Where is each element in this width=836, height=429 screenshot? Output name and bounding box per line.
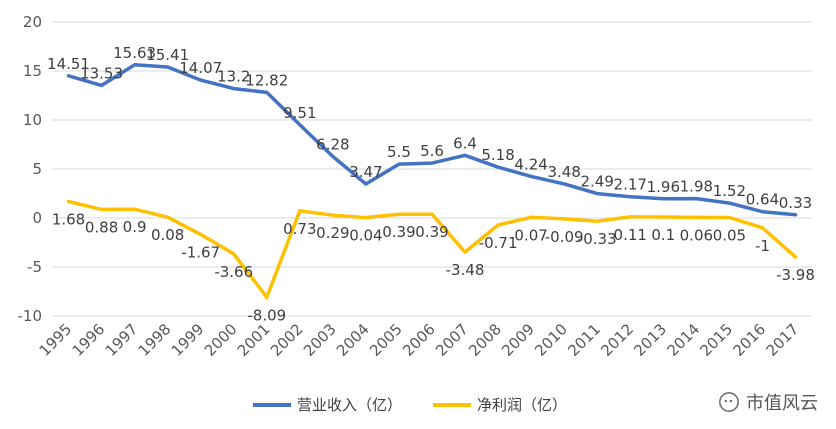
data-label: 4.24 bbox=[514, 155, 547, 173]
data-label: 3.47 bbox=[349, 163, 382, 181]
x-tick-label: 2012 bbox=[597, 320, 637, 360]
x-tick-label: 1999 bbox=[168, 320, 208, 360]
x-tick-label: 2017 bbox=[763, 320, 803, 360]
data-labels: 14.5113.5315.6315.4114.0713.212.829.516.… bbox=[47, 44, 815, 324]
data-label: -3.48 bbox=[446, 261, 485, 279]
x-tick-label: 2009 bbox=[498, 320, 538, 360]
data-label: 15.41 bbox=[146, 46, 189, 64]
x-tick-label: 2008 bbox=[465, 320, 505, 360]
x-tick-label: 2013 bbox=[630, 320, 670, 360]
data-label: 0.88 bbox=[85, 218, 118, 236]
x-tick-label: 2006 bbox=[399, 320, 439, 360]
data-label: 0.9 bbox=[123, 218, 147, 236]
data-label: 0.39 bbox=[382, 223, 415, 241]
watermark: 市值风云 bbox=[718, 389, 818, 415]
data-label: 0.33 bbox=[779, 194, 812, 212]
data-label: 1.52 bbox=[713, 182, 746, 200]
x-tick-label: 2003 bbox=[300, 320, 340, 360]
x-tick-label: 2011 bbox=[564, 320, 604, 360]
x-tick-label: 2001 bbox=[234, 320, 274, 360]
y-tick-label: 5 bbox=[32, 160, 42, 178]
data-label: -3.98 bbox=[776, 266, 815, 284]
data-label: 15.63 bbox=[113, 44, 156, 62]
data-label: -0.09 bbox=[545, 228, 584, 246]
data-label: 0.04 bbox=[349, 227, 382, 245]
data-label: 0.08 bbox=[151, 226, 184, 244]
x-axis-ticks: 1995199619971998199920002001200220032004… bbox=[36, 320, 803, 360]
data-label: 14.07 bbox=[179, 59, 222, 77]
x-tick-label: 2000 bbox=[201, 320, 241, 360]
series-lines bbox=[66, 63, 798, 300]
wechat-bubble-icon bbox=[719, 392, 739, 412]
x-tick-label: 2014 bbox=[663, 320, 703, 360]
data-label: 2.49 bbox=[581, 173, 614, 191]
y-tick-label: 20 bbox=[23, 13, 42, 31]
x-tick-label: 1995 bbox=[36, 320, 76, 360]
data-label: 0.73 bbox=[283, 220, 316, 238]
data-label: 1.98 bbox=[680, 178, 713, 196]
data-label: 9.51 bbox=[283, 104, 316, 122]
y-tick-label: 10 bbox=[23, 111, 42, 129]
data-label: 6.28 bbox=[316, 135, 349, 153]
data-label: 12.82 bbox=[245, 71, 288, 89]
data-label: 1.68 bbox=[52, 211, 85, 229]
x-tick-label: 2016 bbox=[730, 320, 770, 360]
legend: 营业收入（亿） 净利润（亿） bbox=[253, 396, 567, 414]
data-label: 0.39 bbox=[415, 223, 448, 241]
data-label: 6.4 bbox=[453, 134, 477, 152]
data-label: 0.11 bbox=[614, 226, 647, 244]
legend-label-revenue: 营业收入（亿） bbox=[297, 396, 402, 414]
x-tick-label: 2004 bbox=[333, 320, 373, 360]
data-label: -1 bbox=[755, 237, 770, 255]
revenue-series-line bbox=[66, 63, 798, 217]
data-label: -0.71 bbox=[479, 234, 518, 252]
x-tick-label: 1996 bbox=[69, 320, 109, 360]
x-tick-label: 2015 bbox=[696, 320, 736, 360]
x-tick-label: 1997 bbox=[102, 320, 142, 360]
data-label: 0.05 bbox=[713, 227, 746, 245]
y-tick-label: 15 bbox=[23, 62, 42, 80]
watermark-text: 市值风云 bbox=[746, 393, 818, 414]
data-label: 5.18 bbox=[481, 146, 514, 164]
y-axis-ticks: 20 15 10 5 0 -5 -10 bbox=[18, 13, 43, 325]
data-label: 0.29 bbox=[316, 224, 349, 242]
data-label: 14.51 bbox=[47, 55, 90, 73]
data-label: 13.53 bbox=[80, 64, 123, 82]
data-label: 5.5 bbox=[387, 143, 411, 161]
net-profit-series-line bbox=[66, 199, 798, 300]
data-label: -1.67 bbox=[181, 243, 220, 261]
data-label: 0.64 bbox=[746, 191, 779, 209]
data-label: 0.07 bbox=[514, 226, 547, 244]
data-label: 0.1 bbox=[651, 226, 675, 244]
y-tick-label: -5 bbox=[27, 258, 42, 276]
x-tick-label: 2007 bbox=[432, 320, 472, 360]
data-label: 3.48 bbox=[547, 163, 580, 181]
x-tick-label: 2010 bbox=[531, 320, 571, 360]
data-label: -0.33 bbox=[578, 230, 617, 248]
y-tick-label: 0 bbox=[32, 209, 42, 227]
data-label: -8.09 bbox=[247, 306, 286, 324]
data-label: 5.6 bbox=[420, 142, 444, 160]
x-tick-label: 2005 bbox=[366, 320, 406, 360]
data-label: -3.66 bbox=[214, 263, 253, 281]
data-label: 1.96 bbox=[647, 178, 680, 196]
y-tick-label: -10 bbox=[18, 307, 43, 325]
x-tick-label: 1998 bbox=[135, 320, 175, 360]
data-label: 0.06 bbox=[680, 226, 713, 244]
data-label: 13.2 bbox=[217, 68, 250, 86]
x-tick-label: 2002 bbox=[267, 320, 307, 360]
data-label: 2.17 bbox=[614, 176, 647, 194]
legend-label-net-profit: 净利润（亿） bbox=[477, 396, 567, 414]
